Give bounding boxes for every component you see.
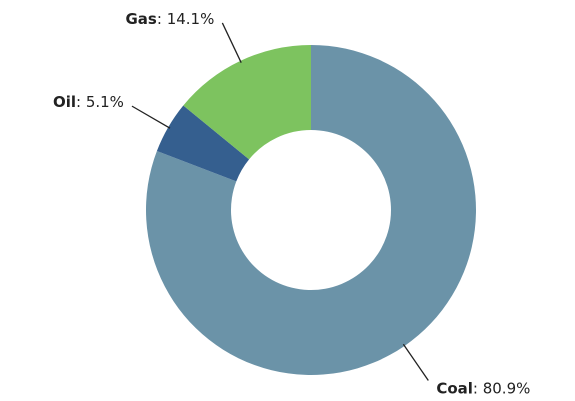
slice-label: Coal: 80.9% bbox=[436, 379, 530, 397]
slice-label: Oil: 5.1% bbox=[53, 93, 124, 111]
leader-line bbox=[221, 22, 242, 63]
category-name: Gas bbox=[125, 9, 156, 27]
separator: : bbox=[76, 93, 86, 111]
leader-line bbox=[131, 105, 171, 129]
value-label: 5.1% bbox=[86, 93, 124, 111]
slice bbox=[145, 45, 476, 375]
slice bbox=[156, 105, 250, 182]
category-name: Oil bbox=[53, 93, 76, 111]
leader-line bbox=[402, 343, 429, 381]
value-label: 80.9% bbox=[483, 379, 531, 397]
separator: : bbox=[473, 379, 483, 397]
value-label: 14.1% bbox=[167, 9, 215, 27]
category-name: Coal bbox=[436, 379, 473, 397]
slice-label: Gas: 14.1% bbox=[125, 9, 214, 27]
separator: : bbox=[157, 9, 167, 27]
slice bbox=[183, 44, 311, 160]
